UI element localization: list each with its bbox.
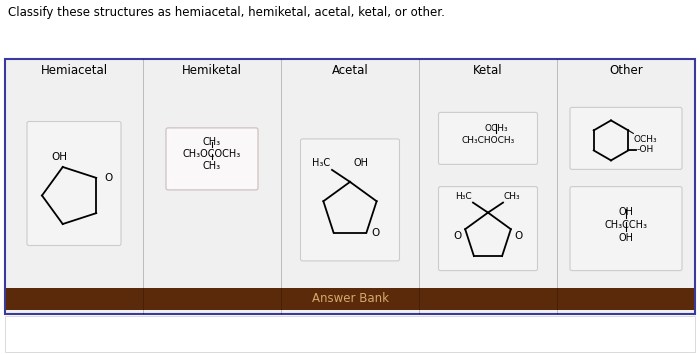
- Text: OCH₃: OCH₃: [634, 135, 657, 144]
- Text: CH₃CCH₃: CH₃CCH₃: [605, 219, 648, 230]
- Text: OH: OH: [52, 152, 68, 162]
- FancyBboxPatch shape: [5, 316, 695, 352]
- FancyBboxPatch shape: [166, 128, 258, 190]
- Text: CH₃CHOCH₃: CH₃CHOCH₃: [461, 136, 514, 145]
- Text: OH: OH: [619, 207, 634, 217]
- Text: H₃C: H₃C: [456, 192, 472, 201]
- Text: O: O: [453, 231, 461, 241]
- Text: CH₃: CH₃: [203, 137, 221, 147]
- Text: CH₃: CH₃: [203, 161, 221, 171]
- Text: Other: Other: [609, 64, 643, 77]
- FancyBboxPatch shape: [438, 187, 538, 270]
- FancyBboxPatch shape: [5, 59, 695, 314]
- FancyBboxPatch shape: [570, 187, 682, 270]
- Text: Hemiacetal: Hemiacetal: [41, 64, 108, 77]
- Text: CH₃: CH₃: [504, 192, 521, 201]
- Text: -OH: -OH: [636, 145, 654, 154]
- Text: Hemiketal: Hemiketal: [182, 64, 242, 77]
- Text: CH₃OCOCH₃: CH₃OCOCH₃: [183, 149, 241, 159]
- Text: OCH₃: OCH₃: [484, 124, 508, 133]
- Text: O: O: [372, 228, 379, 238]
- Text: Answer Bank: Answer Bank: [312, 292, 388, 306]
- Text: Classify these structures as hemiacetal, hemiketal, acetal, ketal, or other.: Classify these structures as hemiacetal,…: [8, 6, 445, 19]
- FancyBboxPatch shape: [438, 113, 538, 164]
- Text: OH: OH: [619, 233, 634, 242]
- FancyBboxPatch shape: [300, 139, 400, 261]
- Text: H₃C: H₃C: [312, 158, 330, 168]
- Text: Ketal: Ketal: [473, 64, 503, 77]
- Text: OH: OH: [353, 158, 368, 168]
- Text: O: O: [514, 231, 523, 241]
- Text: Acetal: Acetal: [332, 64, 368, 77]
- FancyBboxPatch shape: [570, 107, 682, 170]
- FancyBboxPatch shape: [27, 121, 121, 246]
- FancyBboxPatch shape: [6, 288, 694, 310]
- Text: O: O: [104, 173, 113, 183]
